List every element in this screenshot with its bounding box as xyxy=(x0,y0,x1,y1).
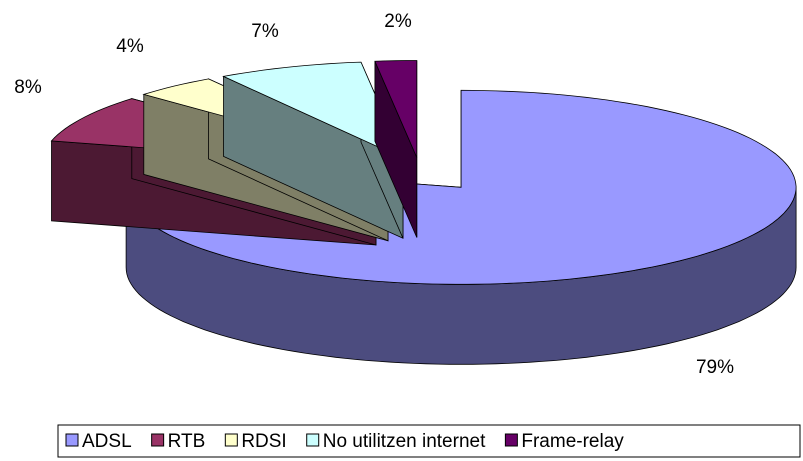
legend-swatch xyxy=(65,433,79,447)
data-label: 4% xyxy=(116,36,144,57)
slice xyxy=(374,60,418,238)
legend-swatch xyxy=(151,433,165,447)
legend-swatch xyxy=(306,433,320,447)
data-labels: 79% 8% 4% 7% 2% xyxy=(14,11,734,378)
legend-label: RDSI xyxy=(241,431,286,452)
slice-top xyxy=(222,61,404,160)
slice-top xyxy=(374,60,418,158)
legend-label: ADSL xyxy=(82,431,132,452)
data-label: 79% xyxy=(696,357,734,378)
pie xyxy=(50,60,797,365)
data-label: 7% xyxy=(251,21,279,42)
legend-label: RTB xyxy=(168,431,206,452)
data-label: 8% xyxy=(14,77,42,98)
legend-box xyxy=(57,424,801,458)
legend-label: Frame-relay xyxy=(521,431,624,452)
legend: ADSL RTB RDSI No utilitzen internet Frame-re… xyxy=(65,431,624,452)
data-label: 2% xyxy=(384,11,412,32)
legend-swatch xyxy=(504,433,518,447)
legend-swatch xyxy=(224,433,238,447)
legend-label: No utilitzen internet xyxy=(323,431,486,452)
slice xyxy=(222,61,404,239)
